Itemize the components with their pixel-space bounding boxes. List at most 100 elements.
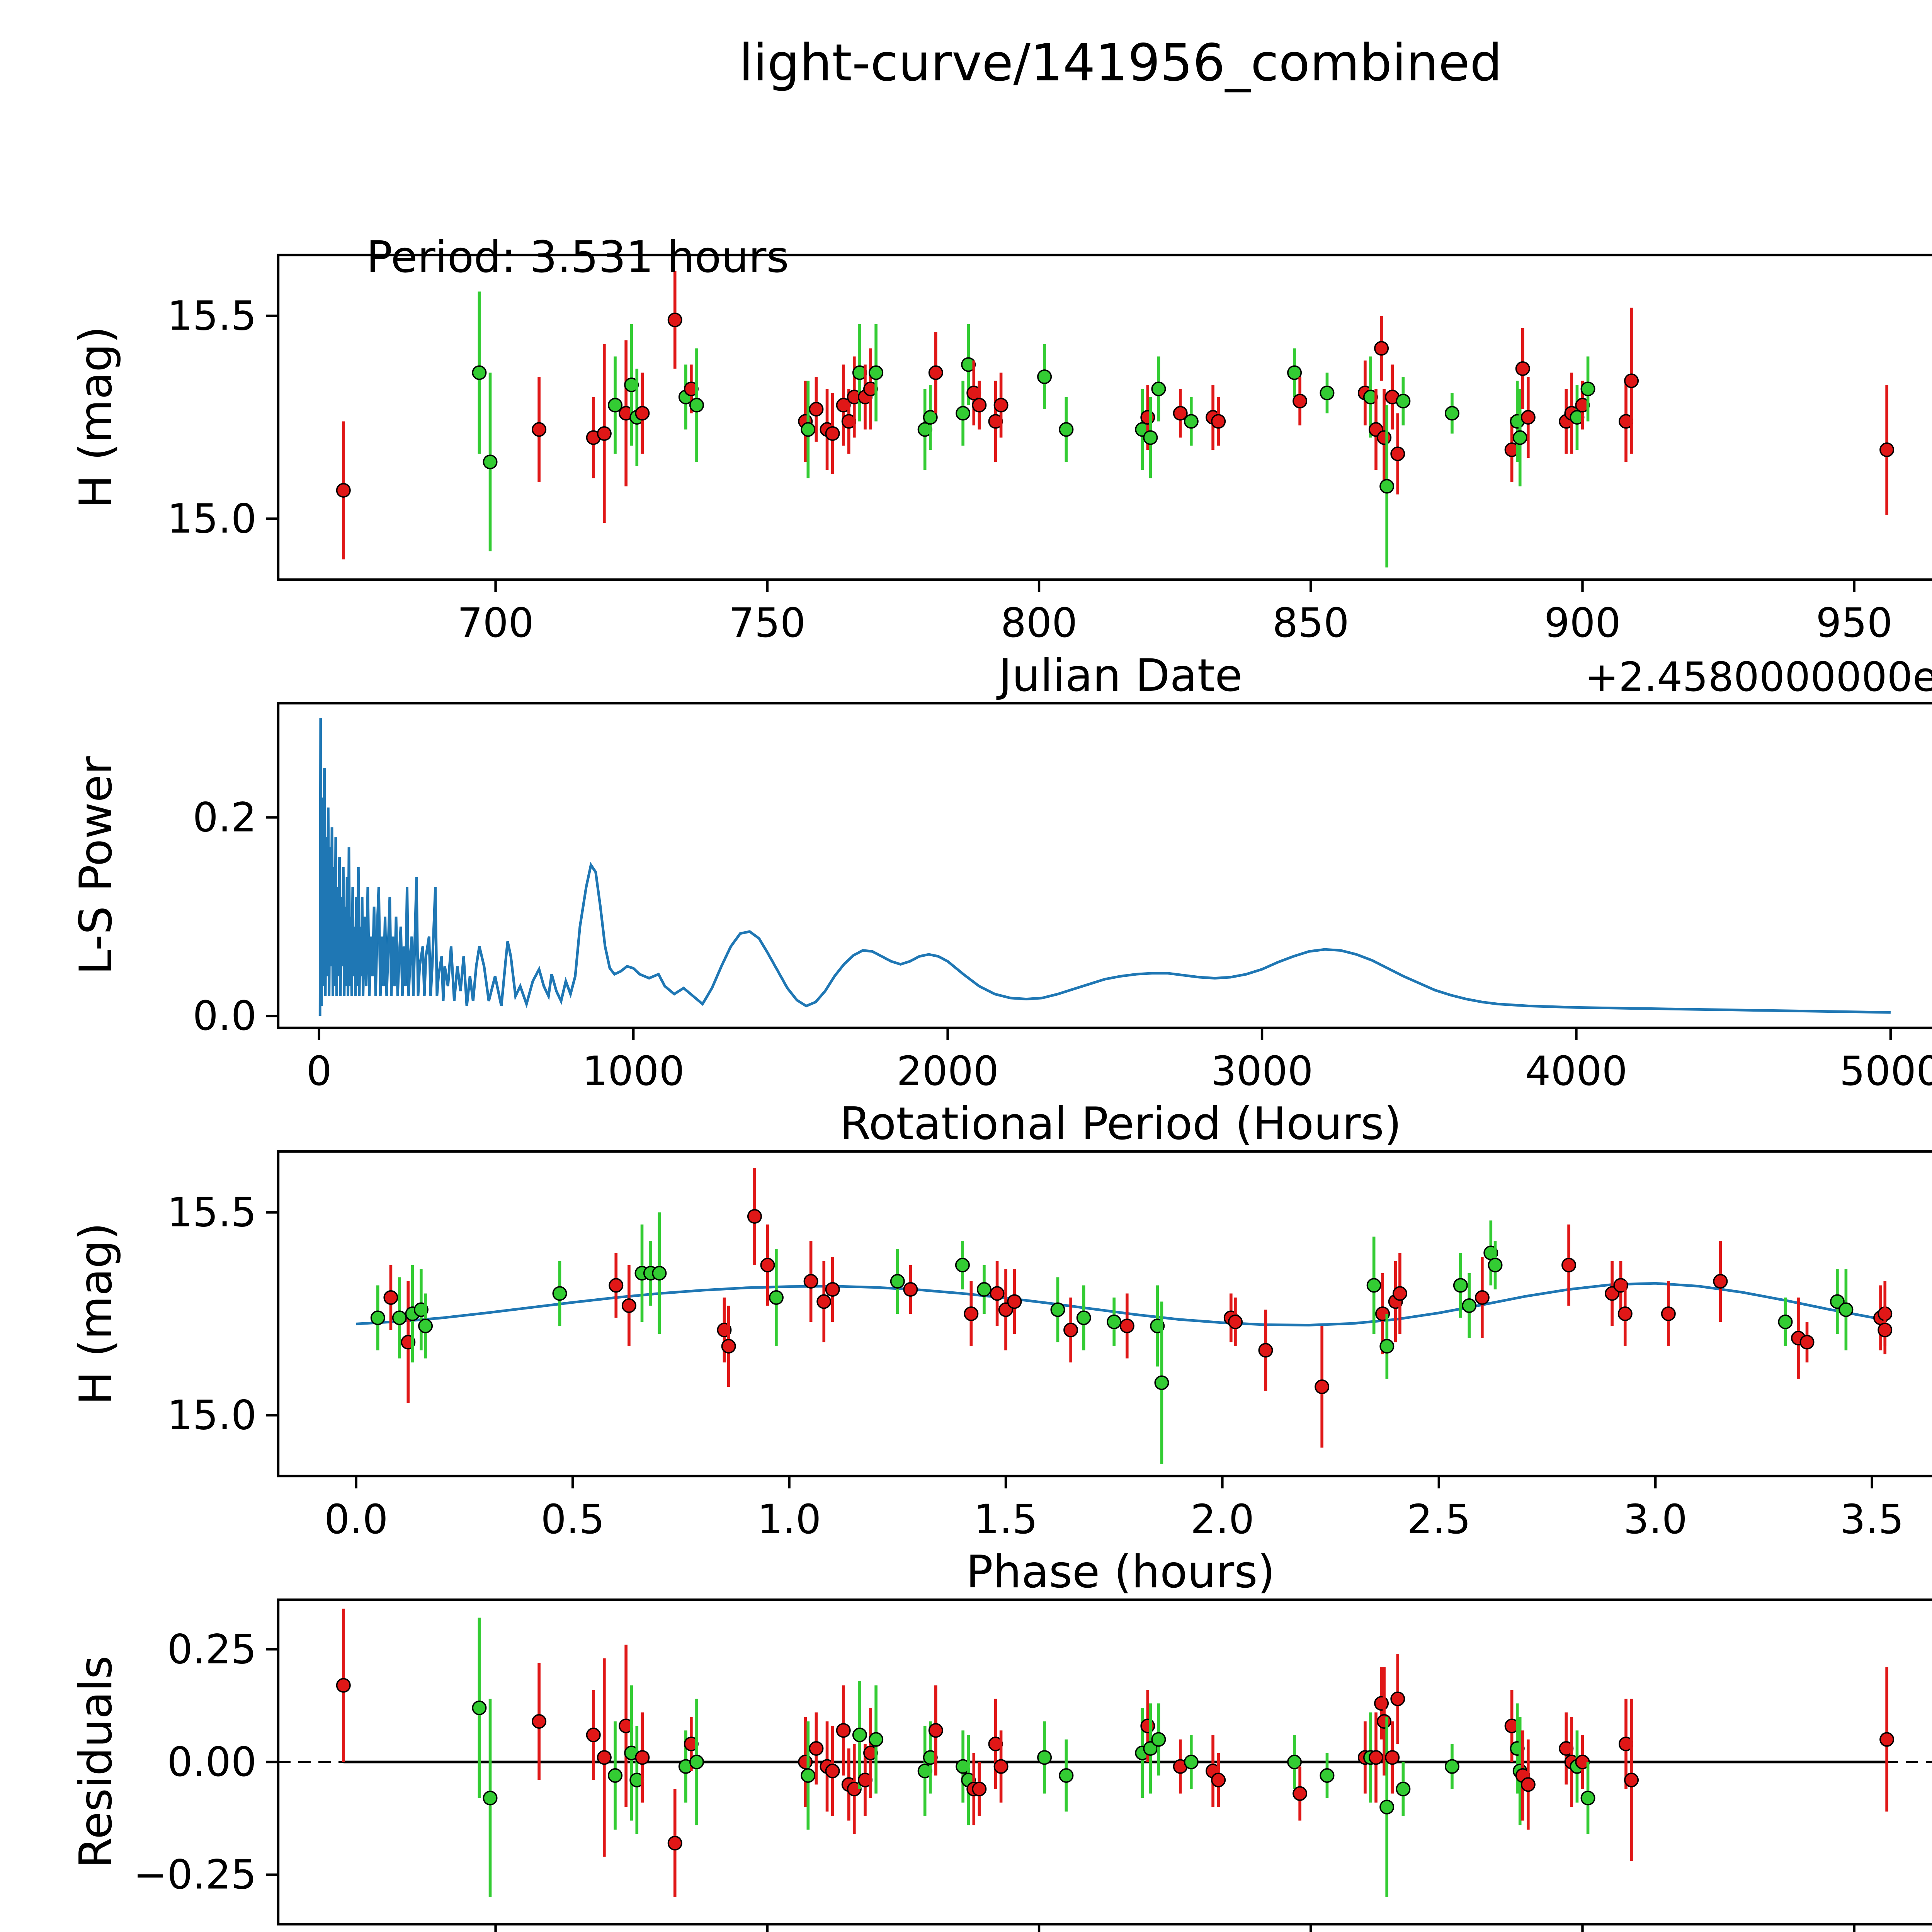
data-point	[1580, 381, 1595, 396]
x-tick-label: 3.0	[1624, 1496, 1687, 1543]
data-point	[383, 1290, 398, 1305]
data-point	[976, 1282, 992, 1297]
data-point	[1154, 1375, 1169, 1390]
x-tick-label: 4000	[1525, 1048, 1628, 1095]
data-point	[1379, 479, 1395, 494]
panel-light-curve: 700 750 800 850 900 950 15.0 15.5	[167, 253, 1932, 646]
periodogram-data-layer	[318, 718, 1891, 1016]
data-point	[1713, 1274, 1728, 1289]
x-tick-label: 3000	[1211, 1048, 1313, 1095]
data-point	[1059, 1768, 1074, 1783]
data-point	[689, 1754, 704, 1769]
data-point	[1258, 1343, 1273, 1358]
data-point	[1107, 1315, 1122, 1330]
y-tick-label: 15.5	[167, 293, 257, 340]
x-tick-label: 800	[1001, 599, 1078, 646]
data-point	[1617, 1306, 1633, 1321]
data-point	[1520, 410, 1536, 425]
data-point	[809, 1741, 824, 1756]
data-point	[1369, 1750, 1384, 1765]
data-point	[1143, 1741, 1158, 1756]
data-point	[825, 1282, 840, 1297]
x-tick-label: 950	[1816, 599, 1893, 646]
data-point	[1838, 1302, 1854, 1317]
data-point	[1293, 1786, 1308, 1801]
data-point	[1379, 1799, 1395, 1815]
x-tick-label: 1.0	[757, 1496, 821, 1543]
data-point	[667, 312, 682, 327]
data-point	[689, 398, 704, 413]
data-point	[1385, 1750, 1400, 1765]
x-tick-label: 2.0	[1190, 1496, 1254, 1543]
data-point	[1396, 393, 1411, 408]
x-tick-label: 2.5	[1407, 1496, 1471, 1543]
data-point	[1515, 361, 1530, 376]
plots-layer: 700 750 800 850 900 950 15.0 15.5 0 1000 2000 3000 4…	[133, 253, 1932, 1932]
data-point	[1444, 1759, 1459, 1774]
data-point	[532, 422, 547, 437]
data-point	[1390, 446, 1405, 461]
data-point	[1624, 373, 1639, 388]
data-point	[721, 1339, 736, 1354]
x-tick-label: 1.5	[974, 1496, 1037, 1543]
data-point	[552, 1286, 567, 1301]
ylabel-residuals: Residuals	[70, 1656, 122, 1868]
data-point	[472, 365, 487, 380]
data-point	[990, 1286, 1005, 1301]
data-point	[1879, 1732, 1895, 1747]
data-point	[472, 1700, 487, 1715]
data-point	[1140, 1718, 1155, 1733]
y-tick-label: 0.0	[193, 992, 257, 1039]
data-point	[532, 1714, 547, 1729]
data-point	[1320, 1768, 1335, 1783]
data-point	[869, 1732, 884, 1747]
data-point	[1377, 1714, 1392, 1729]
data-point	[608, 1768, 623, 1783]
data-point	[1007, 1294, 1022, 1309]
data-point	[801, 1768, 816, 1783]
x-tick-label: 1000	[582, 1048, 685, 1095]
data-point	[667, 1835, 682, 1850]
phase-curve-data-layer	[356, 1168, 1893, 1464]
x-tick-label: 900	[1544, 599, 1621, 646]
annotation-period: Period: 3.531 hours	[366, 232, 789, 282]
panel-phase-curve: 0.0 0.5 1.0 1.5 2.0 2.5 3.0 3.5 15.0 15.5	[167, 1150, 1932, 1543]
axes-frame	[277, 702, 1932, 1029]
ylabel-periodogram: L-S Power	[70, 756, 122, 975]
data-point	[336, 483, 351, 498]
x-tick-label: 850	[1272, 599, 1349, 646]
x-tick-label: 3.5	[1840, 1496, 1904, 1543]
data-point	[816, 1294, 832, 1309]
residuals-data-layer	[278, 1609, 1932, 1897]
data-point	[652, 1266, 667, 1281]
data-point	[1037, 369, 1052, 384]
data-point	[597, 426, 612, 441]
data-point	[964, 1306, 979, 1321]
data-point	[370, 1310, 385, 1325]
data-point	[1037, 1750, 1052, 1765]
data-point	[1580, 1791, 1595, 1806]
x-tick-label: 2000	[896, 1048, 999, 1095]
xlabel-periodogram: Rotational Period (Hours)	[840, 1098, 1401, 1150]
data-point	[1374, 341, 1389, 356]
data-point	[1878, 1323, 1893, 1338]
data-point	[392, 1310, 407, 1325]
data-point	[1059, 422, 1074, 437]
axes-frame	[277, 1150, 1932, 1478]
data-point	[1211, 414, 1226, 429]
data-point	[418, 1318, 433, 1333]
x-tick-label: 750	[729, 599, 806, 646]
data-point	[1151, 381, 1166, 396]
x-tick-label: 0.0	[324, 1496, 388, 1543]
data-point	[923, 410, 938, 425]
data-point	[1063, 1323, 1078, 1338]
data-point	[609, 1278, 624, 1293]
data-point	[1778, 1315, 1793, 1330]
data-point	[635, 1750, 650, 1765]
data-point	[869, 365, 884, 380]
data-point	[928, 1723, 943, 1738]
data-point	[1076, 1310, 1091, 1325]
